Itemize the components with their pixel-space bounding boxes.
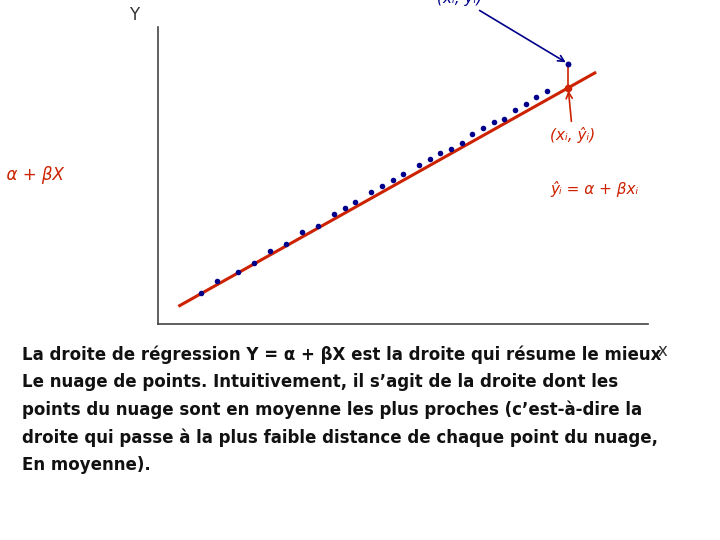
Point xyxy=(366,188,377,197)
Point xyxy=(376,182,387,191)
Point xyxy=(435,148,446,157)
Point xyxy=(509,105,521,114)
Point xyxy=(520,99,531,108)
Point xyxy=(312,222,324,231)
Point xyxy=(233,268,244,276)
Point xyxy=(456,139,467,147)
Point xyxy=(467,130,478,138)
Point xyxy=(562,59,574,68)
Point xyxy=(248,259,260,267)
Text: (xᵢ, ŷᵢ): (xᵢ, ŷᵢ) xyxy=(550,92,595,143)
Point xyxy=(424,154,436,163)
Point xyxy=(339,204,351,212)
Text: x: x xyxy=(658,342,667,360)
Point xyxy=(531,93,542,102)
Point xyxy=(488,118,500,126)
Point xyxy=(264,246,276,255)
Point xyxy=(397,170,409,178)
Point xyxy=(195,289,207,298)
Point xyxy=(498,114,510,123)
Text: La droite de régression Y = α + βX est la droite qui résume le mieux
Le nuage de: La droite de régression Y = α + βX est l… xyxy=(22,345,661,474)
Point xyxy=(328,210,340,218)
Point xyxy=(562,84,574,92)
Point xyxy=(280,240,292,249)
Point xyxy=(413,160,425,169)
Point xyxy=(387,176,398,185)
Point xyxy=(297,228,308,237)
Text: Y = α + βX: Y = α + βX xyxy=(0,166,64,185)
Point xyxy=(446,145,457,154)
Text: (xᵢ, yᵢ): (xᵢ, yᵢ) xyxy=(438,0,564,62)
Point xyxy=(349,197,361,206)
Point xyxy=(477,124,489,132)
Text: Y: Y xyxy=(129,6,139,24)
Point xyxy=(541,87,553,96)
Point xyxy=(211,277,222,286)
Text: ŷᵢ = α + βxᵢ: ŷᵢ = α + βxᵢ xyxy=(550,181,639,198)
